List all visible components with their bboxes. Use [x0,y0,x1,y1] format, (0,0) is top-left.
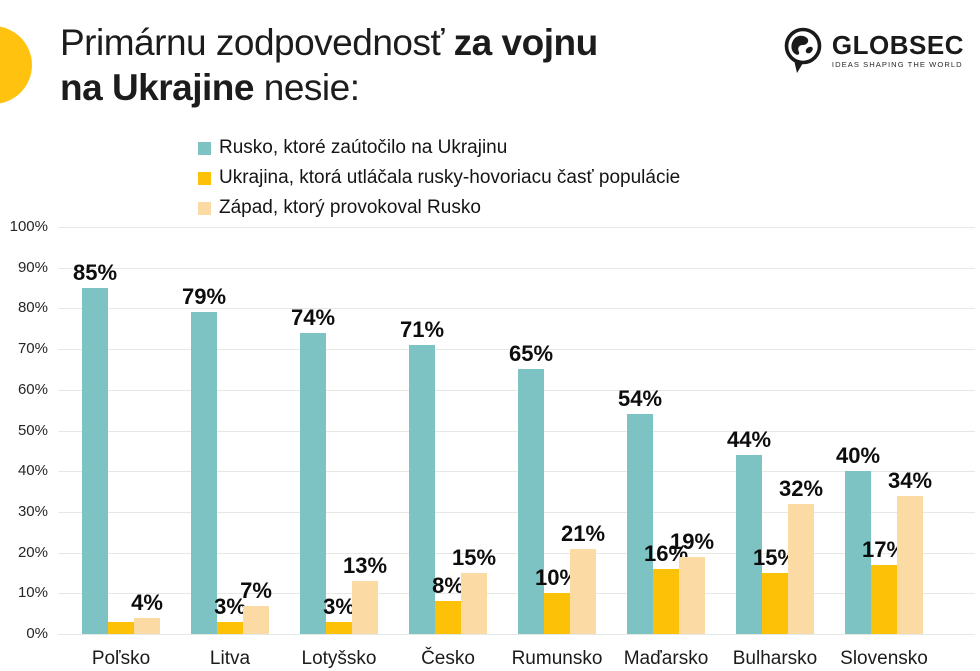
value-label: 44% [726,427,772,452]
bar-series-1-Rumunsko [544,593,570,634]
globsec-logo: GLOBSEC IDEAS SHAPING THE WORLD [781,26,964,74]
value-label: 8% [432,573,464,598]
bar-series-1-Maďarsko [653,569,679,634]
gridline [58,512,975,513]
x-axis-label-Slovensko: Slovensko [840,648,928,669]
gridline [58,390,975,391]
bar-series-1-Česko [435,601,461,634]
value-label: 4% [131,590,163,615]
y-tick-label: 70% [17,340,48,357]
legend-swatch-icon [198,171,211,185]
bar-series-0-Česko [409,345,435,634]
bar-series-2-Lotyšsko [352,581,378,634]
bar-series-0-Slovensko [845,471,871,634]
value-label: 15% [451,545,497,570]
gridline [58,471,975,472]
title-text-bold: na Ukrajine [60,67,254,108]
bar-series-2-Litva [243,606,269,634]
bar-series-1-Litva [217,622,243,634]
bar-series-0-Bulharsko [736,455,762,634]
gridline [58,593,975,594]
value-label: 71% [399,317,445,342]
y-tick-label: 80% [17,299,48,316]
bar-series-0-Rumunsko [518,369,544,634]
value-label: 3% [214,594,246,619]
bar-series-1-Lotyšsko [326,622,352,634]
y-tick-label: 90% [17,259,48,276]
bar-series-2-Poľsko [134,618,160,634]
value-label: 79% [181,284,227,309]
value-label: 65% [508,341,554,366]
gridline [58,553,975,554]
x-axis-label-Litva: Litva [209,648,251,669]
logo-text: GLOBSEC IDEAS SHAPING THE WORLD [832,32,964,69]
y-tick-label: 60% [17,381,48,398]
gridline [58,634,975,635]
bar-series-0-Litva [191,312,217,634]
legend-item: Rusko, ktoré zaútočilo na Ukrajinu [198,133,680,163]
legend-item: Západ, ktorý provokoval Rusko [198,193,680,223]
value-label: 85% [72,260,118,285]
value-label: 7% [240,578,272,603]
bar-series-1-Bulharsko [762,573,788,634]
chart-legend: Rusko, ktoré zaútočilo na Ukrajinu Ukraji… [198,133,680,223]
page-title: Primárnu zodpovednosť za vojnu na Ukrajin… [60,20,598,110]
legend-label: Rusko, ktoré zaútočilo na Ukrajinu [219,137,508,158]
x-axis-label-Česko: Česko [421,648,475,669]
y-tick-label: 0% [26,625,48,642]
value-label: 34% [887,468,933,493]
value-label: 19% [669,529,715,554]
x-axis-label-Maďarsko: Maďarsko [623,648,709,669]
bar-chart: 85% 4% Poľsko 79% 3% 7% Litva 74% 3% 13% Lotyšsko 7… [58,227,975,669]
bar-series-1-Poľsko [108,622,134,634]
y-tick-label: 100% [9,218,48,235]
bar-series-2-Bulharsko [788,504,814,634]
bar-series-0-Maďarsko [627,414,653,634]
y-tick-label: 30% [17,503,48,520]
globe-icon [784,27,822,73]
bar-series-0-Lotyšsko [300,333,326,634]
bar-series-2-Maďarsko [679,557,705,634]
title-text-regular: Primárnu zodpovednosť [60,22,454,63]
y-tick-label: 10% [17,584,48,601]
value-label: 21% [560,521,606,546]
gridline [58,308,975,309]
title-text-regular: nesie: [253,67,360,108]
legend-swatch-icon [198,141,211,155]
bar-series-1-Slovensko [871,565,897,634]
yellow-accent-circle [0,26,32,104]
value-label: 32% [778,476,824,501]
gridline [58,227,975,228]
value-label: 3% [323,594,355,619]
value-label: 13% [342,553,388,578]
x-axis-label-Poľsko: Poľsko [91,648,151,669]
value-label: 54% [617,386,663,411]
y-tick-label: 50% [17,422,48,439]
legend-label: Ukrajina, ktorá utláčala rusky-hovoriacu… [219,167,681,188]
legend-label: Západ, ktorý provokoval Rusko [219,197,481,218]
gridline [58,268,975,269]
x-axis-label-Bulharsko: Bulharsko [732,648,818,669]
logo-brand: GLOBSEC [831,29,964,60]
bar-series-0-Poľsko [82,288,108,634]
logo-tagline: IDEAS SHAPING THE WORLD [831,59,963,69]
bar-series-2-Rumunsko [570,549,596,634]
bar-series-2-Česko [461,573,487,634]
value-label: 40% [835,443,881,468]
x-axis-label-Lotyšsko: Lotyšsko [301,648,377,669]
title-text-bold: za vojnu [453,22,599,63]
gridline [58,431,975,432]
value-label: 74% [290,305,336,330]
y-tick-label: 20% [17,544,48,561]
x-axis-label-Rumunsko: Rumunsko [511,648,603,669]
y-tick-label: 40% [17,462,48,479]
legend-swatch-icon [198,201,211,215]
legend-item: Ukrajina, ktorá utláčala rusky-hovoriacu… [198,163,680,193]
bar-series-2-Slovensko [897,496,923,634]
gridline [58,349,975,350]
y-axis: 100% 90% 80% 70% 60% 50% 40% 30% 20% 10% 0% [0,218,48,642]
